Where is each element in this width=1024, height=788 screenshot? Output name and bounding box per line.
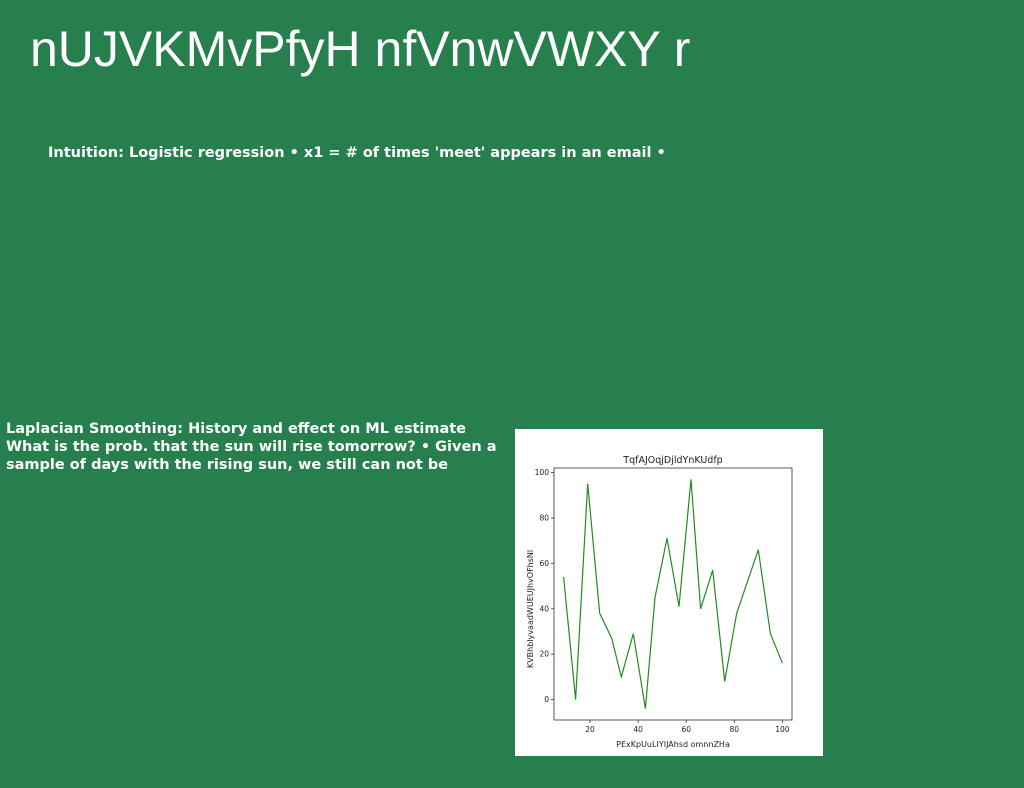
body-line: sample of days with the rising sun, we s… — [6, 457, 449, 473]
x-tick-label: 100 — [775, 725, 790, 734]
y-tick-label: 80 — [539, 513, 549, 522]
y-tick-label: 60 — [539, 559, 549, 568]
chart-panel: TqfAJOqjDjldYnKUdfp PExKpUuLIYIJAhsd omn… — [515, 429, 823, 756]
x-axis-label: PExKpUuLIYIJAhsd omnnZHa — [616, 740, 730, 749]
x-tick-label: 20 — [585, 725, 595, 734]
y-tick-label: 100 — [535, 468, 550, 477]
body-line: What is the prob. that the sun will rise… — [6, 439, 497, 455]
y-tick-label: 20 — [539, 650, 549, 659]
slide-title: nUJVKMvPfyH nfVnwVWXY r — [30, 21, 691, 77]
body-line: Laplacian Smoothing: History and effect … — [6, 421, 467, 437]
x-tick-label: 40 — [633, 725, 643, 734]
slide-body: Laplacian Smoothing: History and effect … — [6, 420, 506, 474]
line-chart: TqfAJOqjDjldYnKUdfp PExKpUuLIYIJAhsd omn… — [526, 455, 793, 749]
data-series-line — [563, 479, 783, 709]
slide-subtitle: Intuition: Logistic regression • x1 = # … — [48, 145, 666, 161]
x-tick-label: 60 — [681, 725, 691, 734]
y-axis-label: KVBhbIyvaadWUEUJhvOFhsNl — [526, 550, 535, 668]
x-tick-label: 80 — [730, 725, 740, 734]
y-tick-label: 40 — [539, 604, 549, 613]
plot-frame — [553, 467, 793, 721]
chart-title: TqfAJOqjDjldYnKUdfp — [622, 455, 722, 466]
y-tick-label: 0 — [544, 695, 549, 704]
